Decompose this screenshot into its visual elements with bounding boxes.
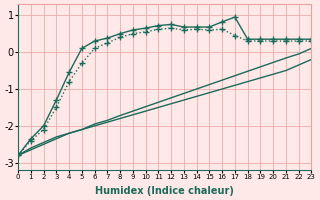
X-axis label: Humidex (Indice chaleur): Humidex (Indice chaleur)	[95, 186, 234, 196]
